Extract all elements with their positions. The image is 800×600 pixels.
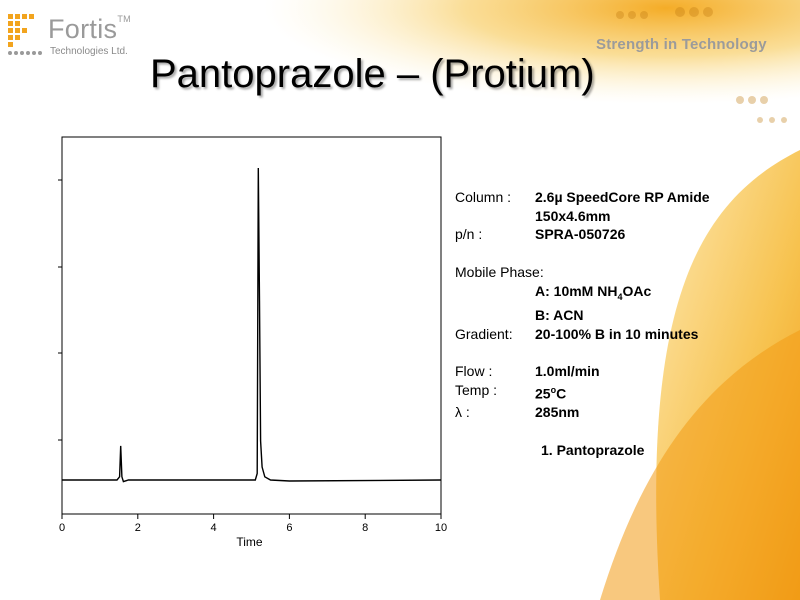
logo-name: FortisTM	[48, 14, 131, 45]
plot-frame	[61, 136, 442, 515]
gradient-label: Gradient:	[455, 325, 513, 342]
chromatogram-trace-0	[62, 167, 442, 483]
gradient-value: 20-100% B in 10 minutes	[535, 325, 699, 342]
phase-b-row: B: ACN	[455, 306, 790, 325]
temp-label: Temp :	[455, 381, 498, 398]
x-tick-label-3: 6	[286, 522, 292, 534]
phase-a-value: A: 10mM NH4OAc	[535, 282, 651, 307]
slide-title: Pantoprazole – (Protium)	[150, 52, 595, 96]
right-swoosh-dark	[600, 330, 800, 600]
temp-row: Temp : 25oC	[455, 381, 790, 403]
column-dims: 150x4.6mm	[535, 207, 611, 224]
x-tick-label-0: 0	[59, 522, 65, 534]
flow-value: 1.0ml/min	[535, 363, 600, 380]
x-tick-label-2: 4	[211, 522, 217, 534]
wavelength-row: λ : 285nm	[455, 403, 790, 422]
temp-unit: C	[556, 385, 567, 402]
part-number-row: p/n : SPRA-050726	[455, 225, 790, 244]
x-tick-label-5: 10	[435, 522, 447, 534]
flow-row: Flow : 1.0ml/min	[455, 362, 790, 381]
wavelength-label: λ :	[455, 404, 470, 421]
x-tick-label-1: 2	[135, 522, 141, 534]
tagline: Strength in Technology	[596, 36, 767, 53]
flow-label: Flow :	[455, 363, 493, 380]
column-label: Column :	[455, 189, 512, 205]
x-axis-label: Time	[236, 535, 263, 549]
gradient-row: Gradient: 20-100% B in 10 minutes	[455, 325, 790, 344]
conditions-panel: Column : 2.6µ SpeedCore RP Amide 150x4.6…	[455, 188, 790, 459]
logo-name-text: Fortis	[48, 14, 118, 44]
phase-a-subscript: 4	[617, 291, 623, 302]
part-number-label: p/n :	[455, 226, 483, 243]
part-number-value: SPRA-050726	[535, 226, 626, 243]
wavelength-value: 285nm	[535, 404, 580, 421]
column-dims-row: 150x4.6mm	[455, 207, 790, 226]
phase-a-prefix: A: 10mM NH	[535, 282, 618, 299]
header-glow	[130, 0, 800, 160]
mobile-phase-row: Mobile Phase:	[455, 263, 790, 282]
phase-a-suffix: OAc	[622, 282, 652, 299]
column-value: 2.6µ SpeedCore RP Amide	[535, 189, 710, 205]
temp-degree: o	[550, 384, 557, 395]
x-tick-label-4: 8	[362, 522, 368, 534]
header-dot-pattern	[616, 7, 787, 123]
logo-dots-icon	[8, 14, 42, 55]
mobile-phase-label: Mobile Phase:	[455, 263, 544, 280]
fortis-logo: FortisTM Technologies Ltd.	[6, 10, 146, 62]
logo-subtitle: Technologies Ltd.	[50, 46, 128, 57]
logo-trademark: TM	[117, 14, 131, 24]
column-row: Column : 2.6µ SpeedCore RP Amide	[455, 188, 790, 207]
temp-value: 25oC	[535, 381, 566, 403]
temp-number: 25	[535, 385, 551, 402]
peak-label: 1. Pantoprazole	[541, 441, 645, 458]
phase-b-value: B: ACN	[535, 307, 584, 323]
phase-a-row: A: 10mM NH4OAc	[455, 282, 790, 307]
